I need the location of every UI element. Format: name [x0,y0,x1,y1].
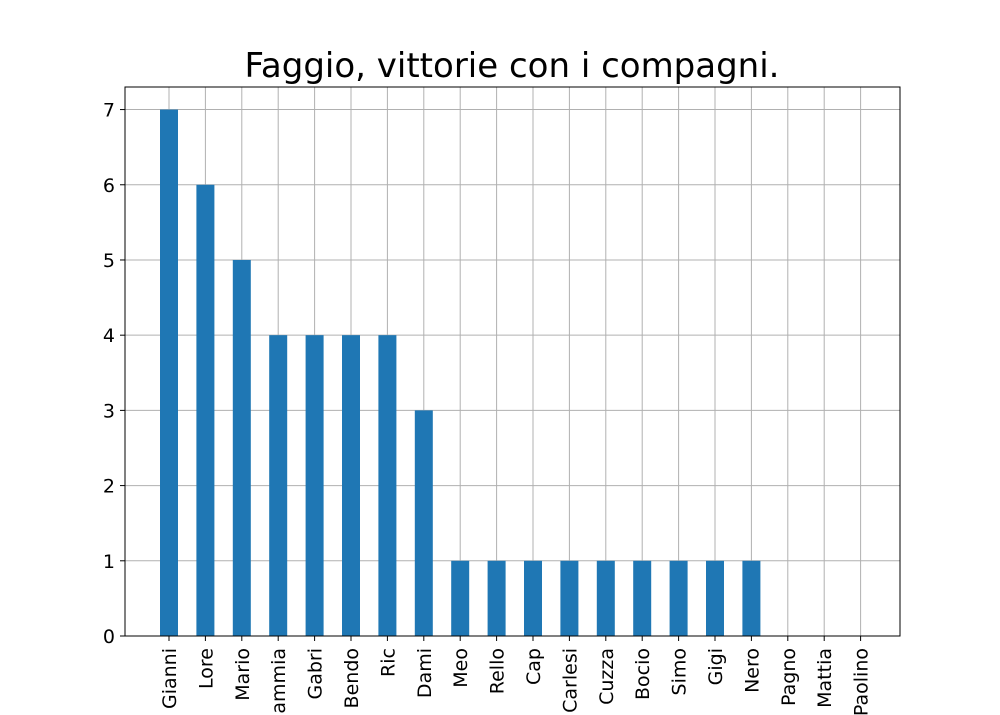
x-tick-label: Mattia [814,648,836,708]
bar-rello [487,560,506,636]
x-tick-label: Dami [414,648,436,698]
x-tick-label: Carlesi [559,648,581,713]
bar-carlesi [560,560,579,636]
x-tick-label: Simo [669,648,691,695]
bar-bendo [342,335,360,636]
chart-title: Faggio, vittorie con i compagni. [244,46,779,86]
bar-cuzza [596,560,615,636]
bar-mario [232,259,251,636]
x-tick-label: Ric [377,648,399,677]
y-tick-label: 5 [103,250,115,272]
x-tick-label: Bendo [341,648,363,708]
bar-dami [414,410,433,636]
x-tick-label: Rello [487,648,509,694]
x-tick-label: Meo [450,648,472,688]
bars [160,109,761,636]
grid-lines [125,87,900,637]
y-tick-label: 0 [103,626,115,648]
plot-frame [124,86,901,637]
y-axis: 0 1 2 3 4 5 6 7 [103,100,125,648]
y-tick-label: 6 [103,175,115,197]
x-axis: Gianni Lore Mario Fiammia Gabri Bendo Ric Dami M… [159,636,873,715]
bar-nero [742,560,761,636]
x-tick-label: Pagno [778,648,800,706]
x-tick-label: Gabri [305,648,327,700]
bar-simo [669,560,688,636]
x-tick-label: Gianni [159,648,181,709]
bar-cap [524,560,542,636]
x-tick-label: Gigi [705,648,727,685]
x-tick-label: Fiammia [268,648,290,715]
y-tick-label: 7 [103,100,115,122]
x-tick-label: Lore [195,648,217,689]
bar-bocio [633,560,652,636]
bar-ric [378,335,397,636]
x-tick-label: Mario [232,648,254,701]
bar-meo [451,560,470,636]
x-tick-label: Cuzza [596,648,618,705]
y-tick-label: 1 [103,551,115,573]
x-tick-label: Paolino [851,648,873,715]
bar-gigi [706,560,724,636]
y-tick-label: 3 [103,400,115,422]
bar-fiammia [269,335,288,636]
x-tick-label: Nero [741,648,763,693]
y-tick-label: 4 [103,325,115,347]
x-tick-label: Bocio [632,648,654,700]
y-tick-label: 2 [103,476,115,498]
x-tick-label: Cap [523,648,545,685]
bar-gabri [305,335,324,636]
bar-gianni [160,109,178,636]
bar-lore [196,184,215,636]
